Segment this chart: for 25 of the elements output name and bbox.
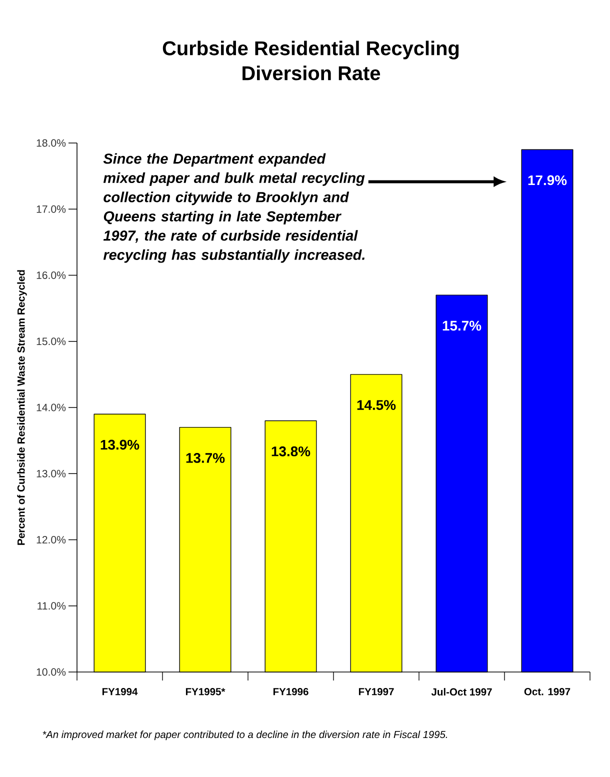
- y-tick-label: 14.0%: [36, 404, 66, 412]
- chart-title: Curbside Residential Recycling Diversion Rate: [162, 40, 459, 80]
- data-label: 15.7%: [442, 320, 482, 331]
- y-tick-label: 17.0%: [36, 205, 66, 213]
- y-tick-label: 10.0%: [36, 668, 66, 676]
- x-tick-label: FY1997: [358, 688, 394, 696]
- x-tick-label: FY1995*: [186, 688, 226, 696]
- y-tick-label: 18.0%: [36, 139, 66, 147]
- y-tick-label: 15.0%: [36, 338, 66, 346]
- y-tick-label: 12.0%: [36, 536, 66, 544]
- data-label: 17.9%: [528, 175, 567, 186]
- data-label: 13.8%: [272, 446, 310, 456]
- x-tick-label: FY1996: [273, 688, 308, 696]
- y-tick-label: 16.0%: [36, 272, 66, 279]
- data-label: 14.5%: [357, 400, 396, 410]
- x-tick-label: Jul-Oct 1997: [431, 688, 492, 696]
- y-axis-title: Percent of Curbside Residential Waste Stream Recycled: [17, 270, 27, 545]
- y-tick-label: 11.0%: [38, 602, 66, 610]
- data-label: 13.9%: [100, 440, 140, 450]
- data-label: 13.7%: [186, 453, 225, 463]
- x-tick-label: FY1994: [102, 688, 138, 696]
- annotation: Since the Department expanded mixed paper and bulk metal recycling collection citywide to Brooklyn and Queens starting in late September 1997, the rate of curbside residential recycling has substantially increased.: [103, 153, 365, 263]
- text: *An improved market for paper contributed to a decline in the diversion rate in Fiscal 1995.: [42, 730, 448, 740]
- y-tick-label: 13.0%: [36, 470, 66, 478]
- x-tick-label: Oct. 1997: [524, 688, 570, 696]
